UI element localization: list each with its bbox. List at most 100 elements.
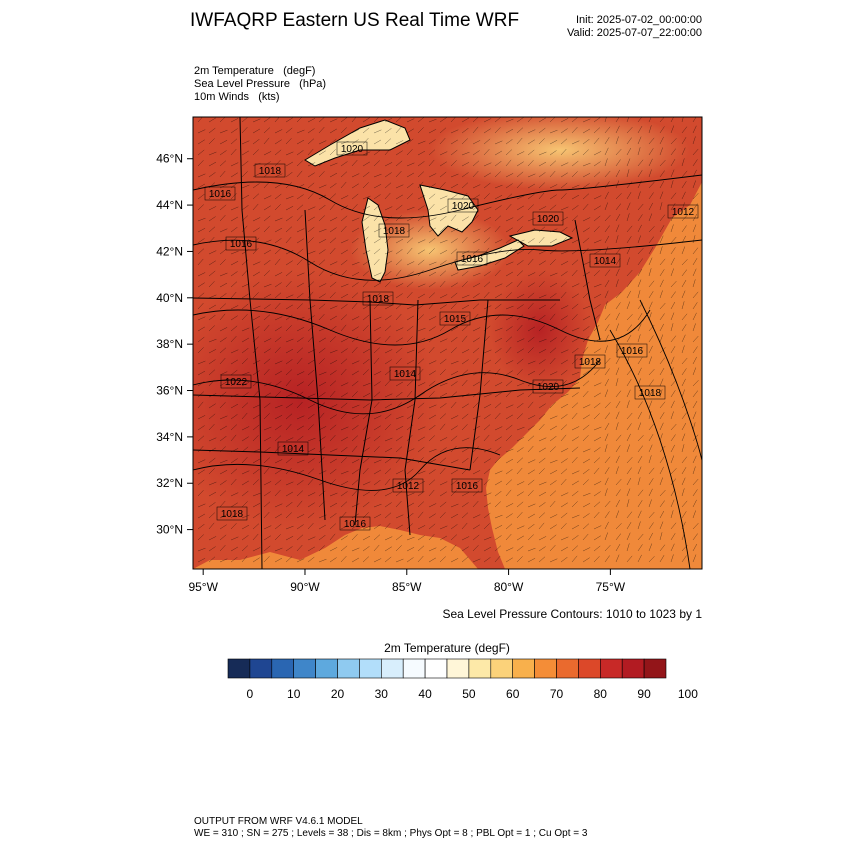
wind-barb: [395, 514, 404, 519]
wind-barb: [461, 502, 469, 508]
wind-barb: [307, 192, 314, 200]
wind-barb: [692, 346, 698, 354]
wind-barb: [692, 192, 699, 200]
wind-barb: [252, 404, 261, 409]
colorbar-swatch: [315, 658, 338, 679]
wind-barb: [450, 173, 459, 178]
wind-barb: [296, 514, 305, 519]
wind-barb: [494, 117, 502, 123]
wind-barb: [670, 543, 675, 552]
wind-barb: [450, 139, 458, 145]
wind-barb: [472, 534, 480, 541]
wind-barb: [285, 501, 293, 508]
wind-barb: [527, 326, 535, 332]
wind-barb: [373, 391, 381, 398]
wind-barb: [263, 348, 271, 354]
wind-barb: [494, 545, 502, 552]
wind-barb: [373, 425, 381, 431]
wind-barb: [604, 181, 610, 189]
wind-barb: [384, 294, 393, 299]
wind-barb: [505, 414, 513, 420]
wind-barb: [626, 412, 633, 420]
isobar: [193, 359, 601, 415]
wind-barb: [637, 533, 644, 541]
wind-barb: [428, 183, 436, 189]
wind-barb: [307, 393, 316, 398]
wind-barb: [340, 140, 349, 145]
wind-barb: [659, 466, 664, 475]
wind-barb: [428, 459, 437, 464]
wind-barb: [274, 149, 282, 156]
wind-barb: [219, 402, 226, 409]
pressure-label: 1020: [537, 382, 560, 393]
pressure-label-box: [447, 198, 479, 213]
wind-barb: [670, 138, 677, 145]
wind-barb: [274, 391, 281, 398]
wind-barb: [571, 382, 580, 387]
wind-barb: [351, 523, 359, 530]
wind-barb: [285, 403, 293, 409]
wind-barb: [395, 347, 403, 354]
wind-barb: [582, 193, 590, 200]
wind-barb: [318, 140, 327, 145]
wind-barb: [615, 125, 620, 134]
wind-barb: [571, 117, 579, 123]
wind-barb: [219, 357, 226, 365]
wind-barb: [571, 293, 579, 299]
wind-barb: [340, 338, 349, 343]
wind-barb: [307, 468, 315, 475]
wind-barb: [362, 325, 369, 332]
wind-barb: [527, 228, 536, 233]
wind-barb: [263, 491, 271, 497]
wind-barb: [373, 238, 381, 244]
wind-barb: [439, 348, 447, 354]
wind-barb: [538, 546, 546, 552]
wind-barb: [395, 371, 404, 376]
wind-barb: [417, 392, 425, 398]
wind-barb: [670, 468, 677, 475]
wind-barb: [582, 237, 590, 244]
wind-barb: [659, 477, 663, 486]
wind-barb: [406, 271, 414, 277]
wind-barb: [593, 382, 602, 387]
wind-barb: [560, 271, 568, 277]
wind-barb: [351, 547, 360, 552]
wind-barb: [208, 546, 216, 552]
wind-barb: [197, 547, 206, 552]
wind-barb: [395, 426, 404, 431]
wind-barb: [263, 436, 272, 442]
wind-barb: [230, 546, 239, 552]
wind-barb: [604, 117, 607, 123]
wind-barb: [274, 139, 282, 145]
wind-barb: [648, 335, 654, 343]
wind-barb: [692, 213, 698, 222]
wind-barb: [428, 391, 435, 398]
wind-barb: [637, 554, 642, 563]
wind-barb: [681, 555, 687, 563]
wind-barb: [604, 191, 609, 200]
wind-barb: [384, 522, 391, 530]
wind-barb: [527, 370, 536, 376]
wind-barb: [670, 356, 675, 365]
wind-barb: [637, 279, 642, 288]
wind-barb: [395, 283, 404, 288]
wind-barb: [384, 403, 392, 409]
wind-barb: [428, 346, 435, 354]
wind-barb: [340, 215, 348, 222]
wind-barb: [417, 491, 425, 497]
wind-barb: [450, 415, 459, 420]
wind-barb: [648, 444, 653, 453]
wind-barb: [318, 534, 326, 541]
wind-barb: [681, 269, 688, 277]
wind-barb: [197, 326, 205, 332]
wind-barb: [494, 215, 502, 222]
wind-barb: [417, 525, 426, 530]
wind-barb: [263, 314, 271, 321]
wind-barb: [692, 323, 696, 332]
wind-barb: [538, 447, 546, 453]
wind-barb: [527, 217, 536, 222]
wind-barb: [681, 290, 686, 299]
wind-barb: [560, 556, 568, 563]
wind-barb: [626, 126, 633, 134]
wind-barb: [351, 391, 358, 398]
